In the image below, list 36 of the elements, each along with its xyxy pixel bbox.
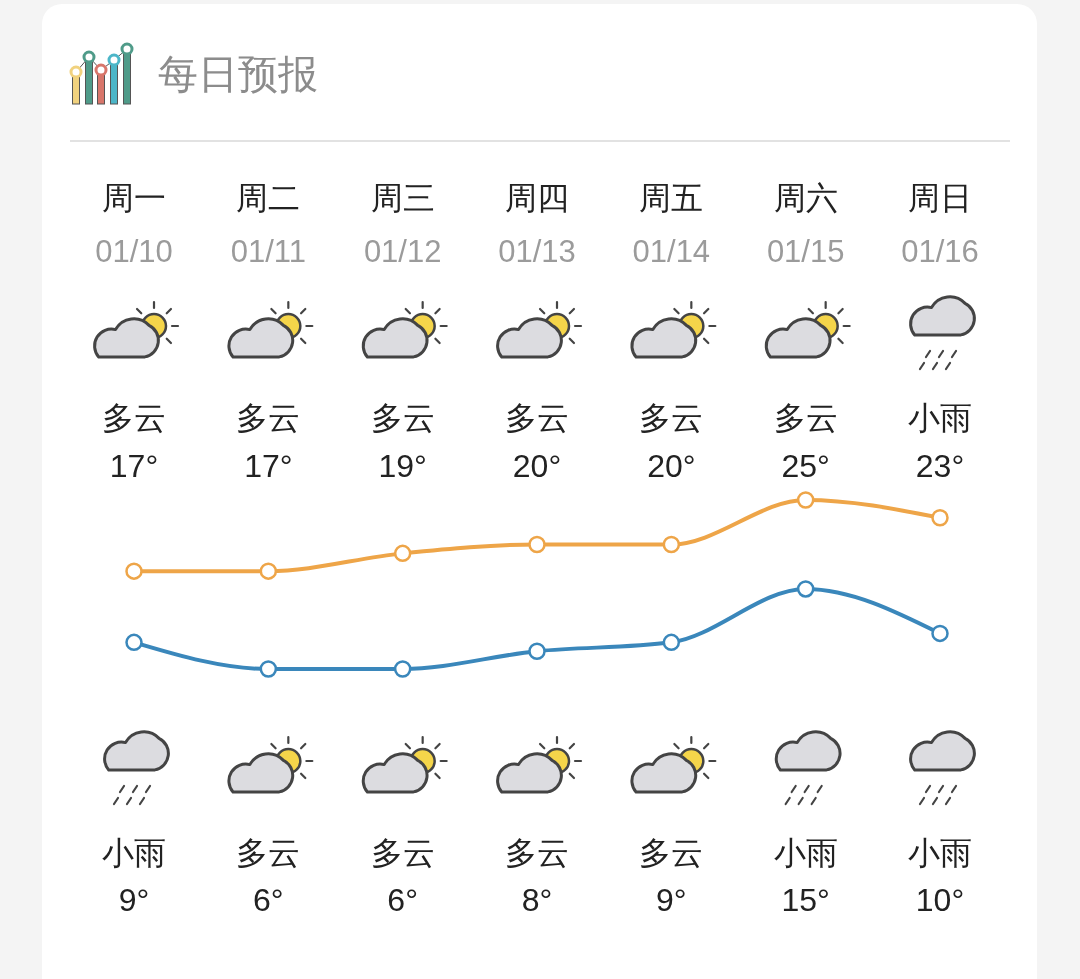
- data-label: 多云 20°: [639, 400, 704, 484]
- point: [125, 562, 143, 580]
- point: [528, 535, 546, 554]
- data-label: 小雨 10°: [908, 835, 972, 918]
- point: [931, 624, 949, 643]
- x-tick-label: 周二 01/11: [230, 180, 306, 269]
- point: [662, 535, 681, 554]
- point: [259, 562, 278, 580]
- data-label: 多云 17°: [102, 400, 166, 484]
- chart-title: 每日预报: [158, 52, 318, 96]
- data-label: 多云 17°: [236, 400, 301, 484]
- point: [393, 544, 412, 563]
- data-label: 多云 6°: [370, 835, 435, 918]
- point: [662, 633, 681, 652]
- data-label: 多云 8°: [505, 835, 569, 918]
- point: [931, 509, 949, 527]
- point: [796, 580, 815, 598]
- point: [125, 633, 143, 652]
- data-label: 小雨 9°: [102, 835, 166, 918]
- x-tick-label: 周五 01/14: [632, 180, 711, 269]
- data-label: 多云 20°: [505, 400, 569, 484]
- point: [393, 660, 412, 678]
- point: [259, 660, 278, 678]
- data-label: 小雨 23°: [908, 400, 972, 484]
- data-label: 小雨 15°: [773, 835, 838, 918]
- x-tick-label: 周六 01/15: [766, 180, 845, 269]
- x-tick-label: 周三 01/12: [363, 180, 442, 269]
- x-tick-label: 周一 01/10: [95, 180, 173, 269]
- x-tick-label: 周四 01/13: [498, 180, 576, 269]
- data-label: 多云 9°: [639, 835, 704, 918]
- data-label: 多云 25°: [773, 400, 838, 484]
- x-tick-label: 周日 01/16: [901, 180, 979, 269]
- data-label: 多云 6°: [236, 835, 301, 918]
- data-label: 多云 19°: [370, 400, 435, 484]
- point: [796, 491, 815, 509]
- point: [528, 642, 546, 660]
